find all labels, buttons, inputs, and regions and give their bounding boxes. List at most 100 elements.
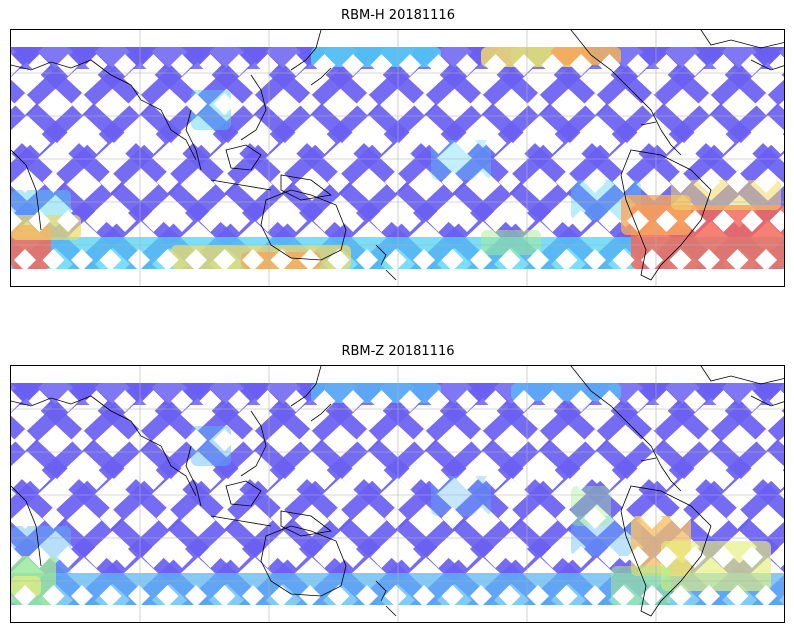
- coverage-gap: [384, 585, 407, 605]
- coverage-gap: [783, 259, 784, 261]
- coverage-gap: [527, 93, 549, 115]
- coverage-gap: [456, 54, 478, 76]
- coverage-gap: [199, 210, 222, 232]
- coverage-gap: [655, 546, 678, 568]
- coverage-gap: [71, 507, 93, 529]
- coverage-gap: [156, 249, 179, 269]
- coverage-gap: [541, 546, 564, 568]
- coverage-gap: [513, 54, 535, 76]
- coverage-gap: [327, 585, 350, 605]
- coverage-gap: [498, 171, 521, 193]
- coverage-gap: [42, 507, 65, 529]
- coverage-gap: [769, 210, 784, 232]
- coverage-gap: [627, 54, 649, 76]
- coverage-gap: [242, 507, 264, 529]
- coverage-gap: [128, 93, 150, 115]
- coverage-gap: [14, 585, 36, 605]
- coastline: [660, 465, 682, 492]
- coverage-gap: [99, 93, 122, 115]
- map-frame: [10, 365, 785, 623]
- coastline: [210, 515, 272, 527]
- coverage-gap: [11, 54, 22, 76]
- coverage-gap: [470, 429, 492, 451]
- coverage-gap: [484, 132, 507, 154]
- coverage-gap: [42, 171, 65, 193]
- coverage-gap: [142, 546, 165, 568]
- coverage-gap: [441, 249, 464, 269]
- coverage-gap: [413, 249, 435, 269]
- coverage-gap: [11, 468, 22, 490]
- coverage-gap: [356, 93, 378, 115]
- coverage-gap: [242, 585, 264, 605]
- coverage-gap: [441, 93, 464, 115]
- coverage-gap: [584, 171, 606, 193]
- coverage-gap: [28, 390, 51, 412]
- coverage-gap: [71, 171, 93, 193]
- coverage-gap: [156, 585, 179, 605]
- coverage-gap: [11, 546, 22, 568]
- coverage-gap: [741, 546, 763, 568]
- coastline: [660, 129, 682, 156]
- coverage-gap: [669, 429, 692, 451]
- coverage-gap: [726, 249, 749, 269]
- coverage-gap: [513, 210, 535, 232]
- coverage-gap: [755, 171, 777, 193]
- coverage-gap: [598, 390, 621, 412]
- coverage-gap: [669, 171, 692, 193]
- coverage-gap: [741, 390, 763, 412]
- coverage-gap: [470, 585, 492, 605]
- coverage-gap: [684, 132, 706, 154]
- coverage-gap: [655, 468, 678, 490]
- coastline: [225, 480, 262, 507]
- coverage-gap: [370, 390, 393, 412]
- coverage-gap: [85, 468, 108, 490]
- coverage-gap: [242, 249, 264, 269]
- coverage-gap: [598, 210, 621, 232]
- coverage-gap: [342, 210, 364, 232]
- coverage-gap: [612, 429, 635, 451]
- coverage-gap: [71, 429, 93, 451]
- coverage-gap: [712, 54, 735, 76]
- coverage-gap: [114, 546, 136, 568]
- coverage-gap: [698, 507, 720, 529]
- coverage-gap: [285, 390, 307, 412]
- coverage-gap: [128, 171, 150, 193]
- coverage-gap: [28, 132, 51, 154]
- coverage-gap: [342, 54, 364, 76]
- coverage-gap: [570, 210, 592, 232]
- coverage-gap: [684, 390, 706, 412]
- coverage-gap: [484, 468, 507, 490]
- coverage-gap: [470, 171, 492, 193]
- coastline: [640, 457, 657, 462]
- coverage-gap: [427, 546, 450, 568]
- coverage-gap: [741, 54, 763, 76]
- coverage-gap: [99, 249, 122, 269]
- coverage-gap: [327, 249, 350, 269]
- coastline: [11, 485, 42, 567]
- coastline: [11, 395, 197, 497]
- coverage-gap: [199, 546, 222, 568]
- coverage-gap: [712, 210, 735, 232]
- coverage-gap: [555, 429, 578, 451]
- coverage-gap: [213, 429, 236, 451]
- coverage-gap: [698, 249, 720, 269]
- coverage-gap: [270, 507, 293, 529]
- coverage-gap: [741, 210, 763, 232]
- coverage-gap: [156, 429, 179, 451]
- coverage-gap: [384, 429, 407, 451]
- coverage-gap: [441, 507, 464, 529]
- swath-gaps: [11, 390, 784, 605]
- coverage-gap: [242, 171, 264, 193]
- coverage-gap: [199, 468, 222, 490]
- coverage-gap: [99, 171, 122, 193]
- coverage-gap: [270, 585, 293, 605]
- coverage-gap: [299, 429, 321, 451]
- coverage-gap: [356, 585, 378, 605]
- coverage-gap: [256, 132, 279, 154]
- gridlines: [11, 30, 784, 286]
- coverage-gap: [356, 249, 378, 269]
- coverage-gap: [584, 507, 606, 529]
- coverage-gap: [85, 210, 108, 232]
- coverage-gap: [584, 585, 606, 605]
- coverage-gap: [627, 132, 649, 154]
